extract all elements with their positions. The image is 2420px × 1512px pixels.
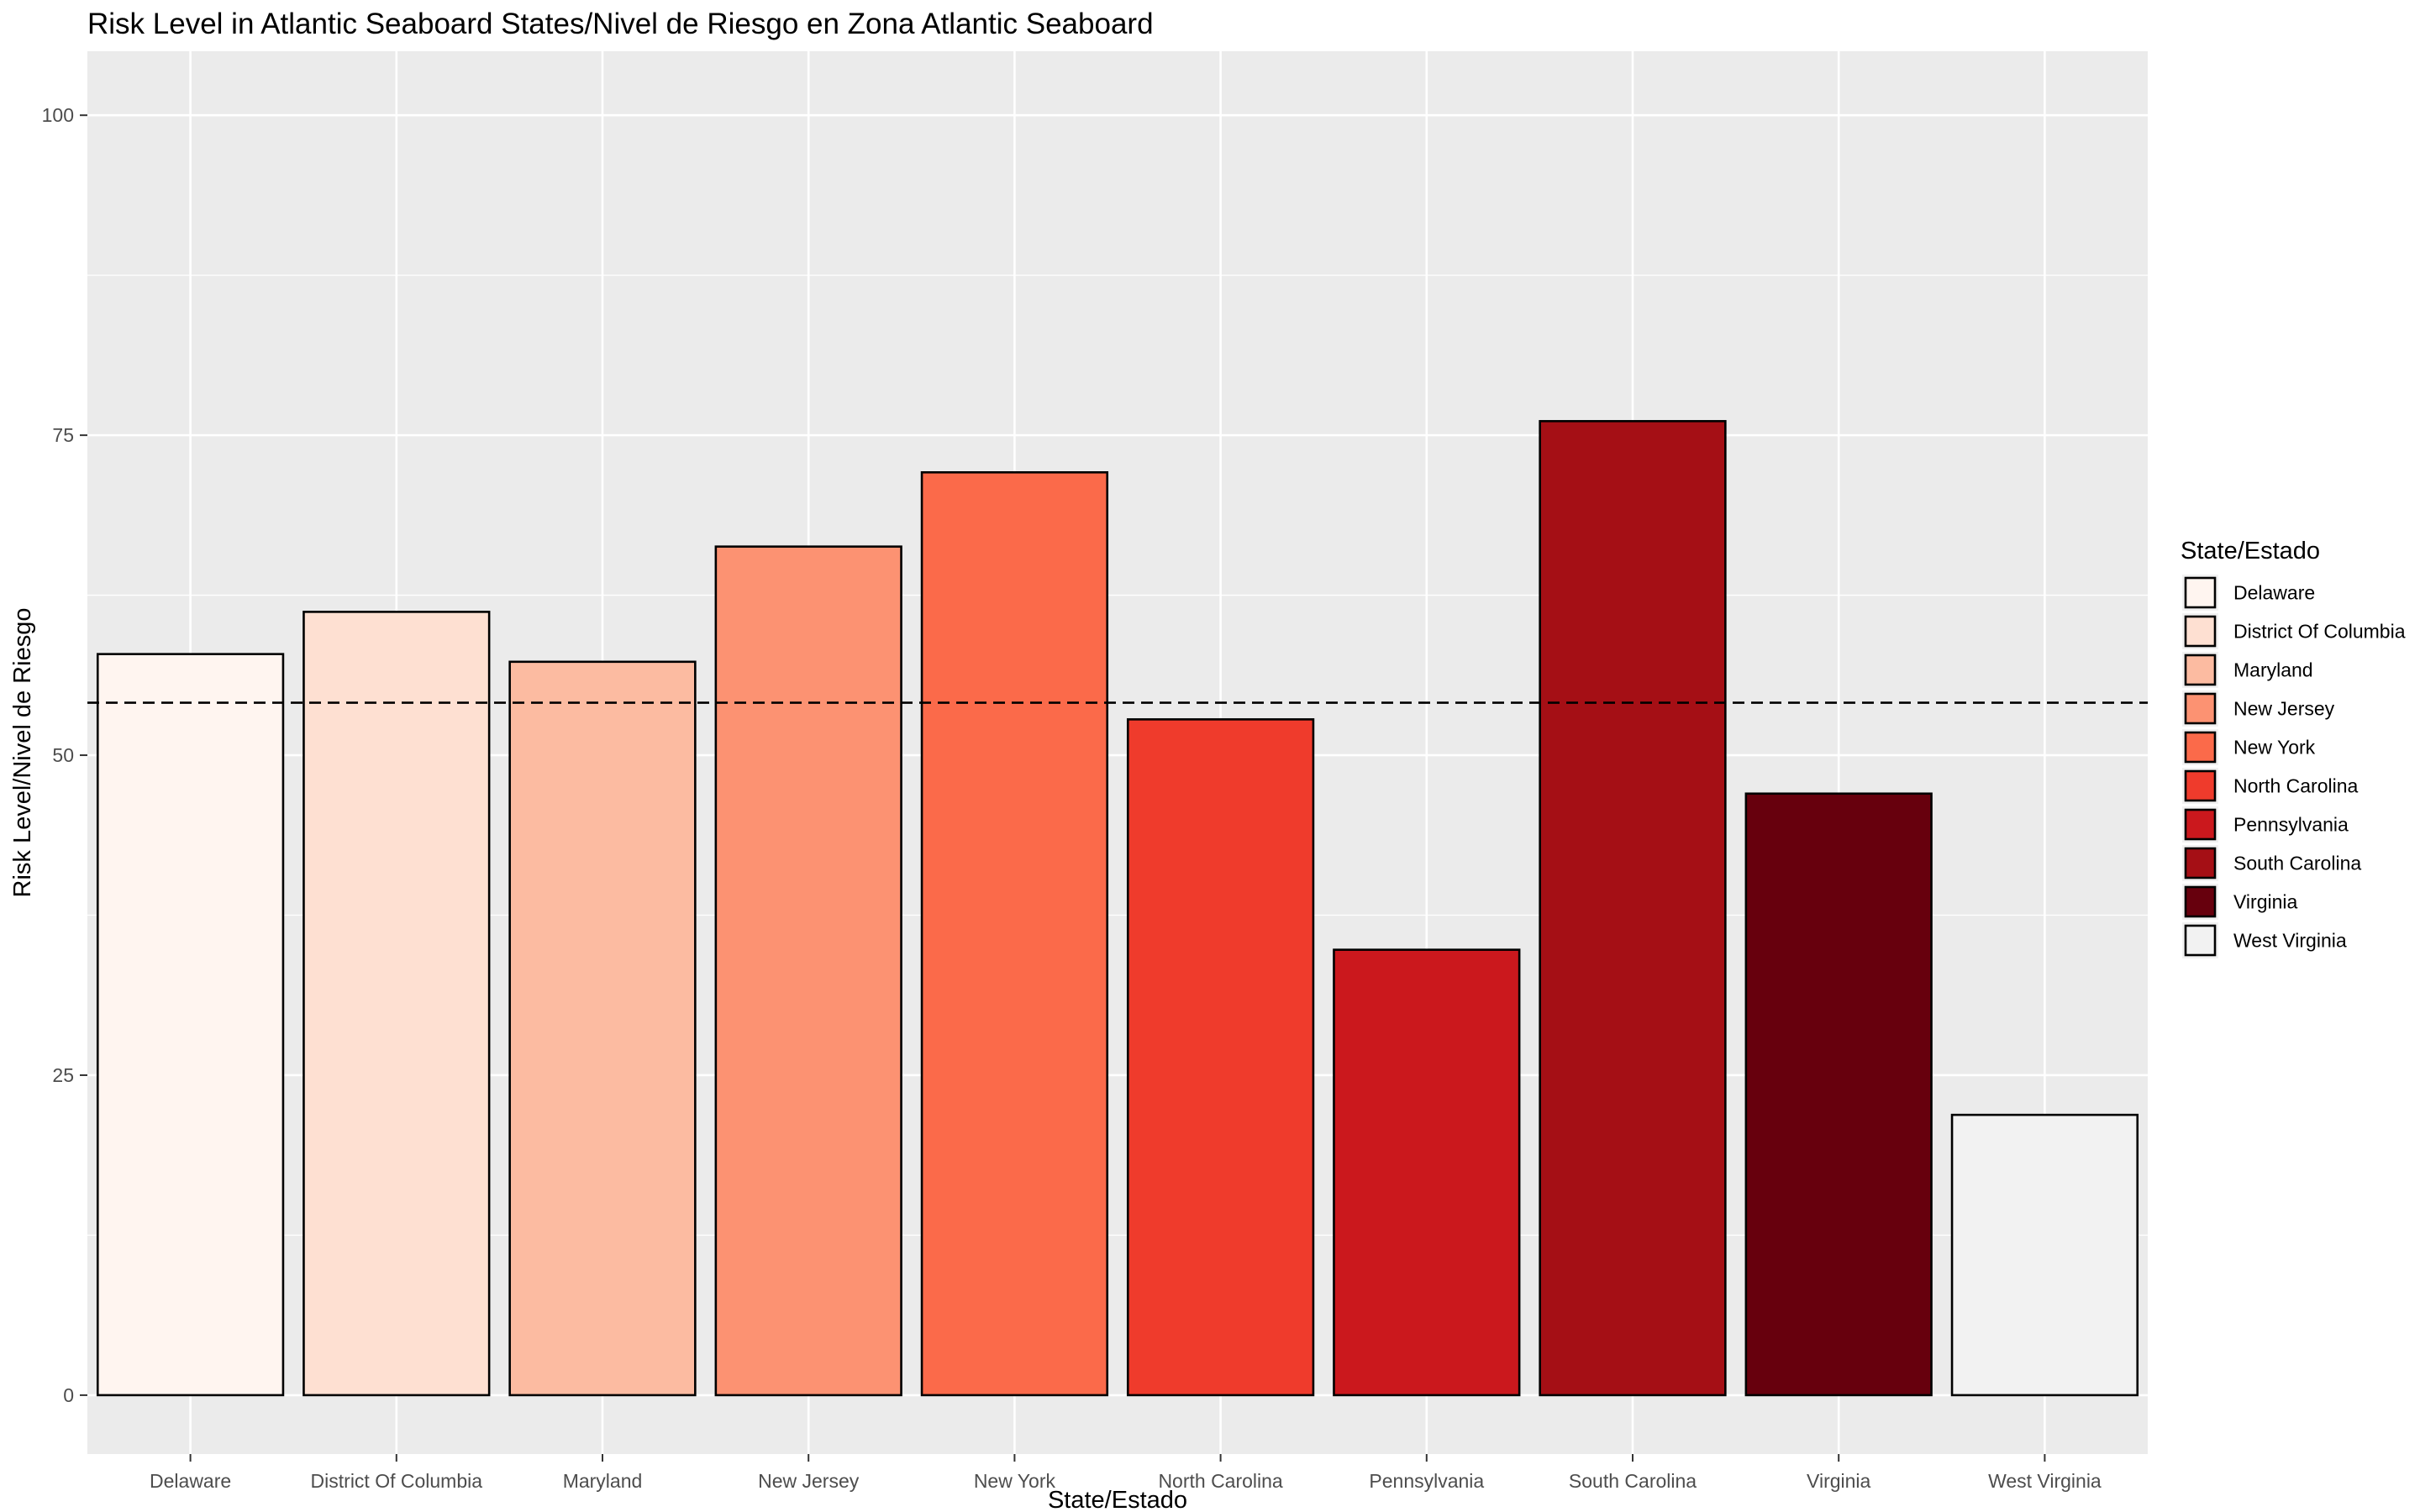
- x-tick-label: New Jersey: [758, 1470, 860, 1492]
- x-tick-label: Pennsylvania: [1369, 1470, 1484, 1492]
- y-tick-label: 75: [52, 424, 74, 446]
- y-tick-label: 100: [42, 104, 74, 126]
- legend-label: Virginia: [2233, 891, 2297, 913]
- x-tick-label: West Virginia: [1988, 1470, 2102, 1492]
- x-axis: Delaware District Of Columbia Maryland New …: [150, 1454, 2102, 1492]
- bar: [1126, 718, 1315, 1397]
- bar: [920, 471, 1109, 1397]
- legend-title: State/Estado: [2181, 538, 2320, 564]
- x-tick-label: Maryland: [563, 1470, 643, 1492]
- legend-swatch: [2184, 615, 2217, 648]
- legend-swatch: [2184, 847, 2217, 879]
- chart-title: Risk Level in Atlantic Seaboard States/N…: [87, 8, 1154, 40]
- x-tick-label: District Of Columbia: [311, 1470, 483, 1492]
- legend-label: District Of Columbia: [2233, 621, 2406, 643]
- bar: [1333, 948, 1521, 1397]
- bar: [96, 653, 285, 1397]
- bar: [714, 545, 902, 1397]
- legend-label: West Virginia: [2233, 930, 2347, 952]
- bar: [1744, 792, 1933, 1397]
- legend-label: New York: [2233, 737, 2316, 759]
- y-axis-title: Risk Level/Nivel de Riesgo: [9, 608, 36, 898]
- bars: [96, 420, 2139, 1397]
- legend-swatch: [2184, 769, 2217, 802]
- x-tick-label: North Carolina: [1158, 1470, 1282, 1492]
- x-tick-label: Delaware: [150, 1470, 231, 1492]
- x-tick-label: South Carolina: [1569, 1470, 1697, 1492]
- x-axis-title: State/Estado: [1048, 1487, 1187, 1512]
- y-tick-label: 0: [63, 1384, 74, 1406]
- y-tick-label: 25: [52, 1064, 74, 1086]
- legend-swatch: [2184, 808, 2217, 841]
- legend-swatch: [2184, 924, 2217, 957]
- legend: State/Estado Delaware District Of Columbi…: [2181, 538, 2406, 958]
- bar: [302, 611, 491, 1397]
- y-axis: 0 25 50 75 100: [42, 104, 87, 1406]
- legend-label: South Carolina: [2233, 853, 2361, 874]
- legend-swatch: [2184, 731, 2217, 764]
- bar: [1950, 1113, 2139, 1397]
- x-tick-label: Virginia: [1807, 1470, 1870, 1492]
- legend-swatch: [2184, 654, 2217, 686]
- y-tick-label: 50: [52, 744, 74, 766]
- x-tick-label: New York: [974, 1470, 1056, 1492]
- bar: [1539, 420, 1727, 1397]
- legend-label: Maryland: [2233, 659, 2313, 681]
- legend-label: New Jersey: [2233, 698, 2335, 720]
- legend-swatch: [2184, 692, 2217, 725]
- legend-label: Pennsylvania: [2233, 814, 2349, 836]
- bar: [508, 660, 697, 1397]
- legend-swatch: [2184, 576, 2217, 609]
- legend-swatch: [2184, 885, 2217, 918]
- legend-label: North Carolina: [2233, 775, 2358, 797]
- legend-label: Delaware: [2233, 582, 2315, 604]
